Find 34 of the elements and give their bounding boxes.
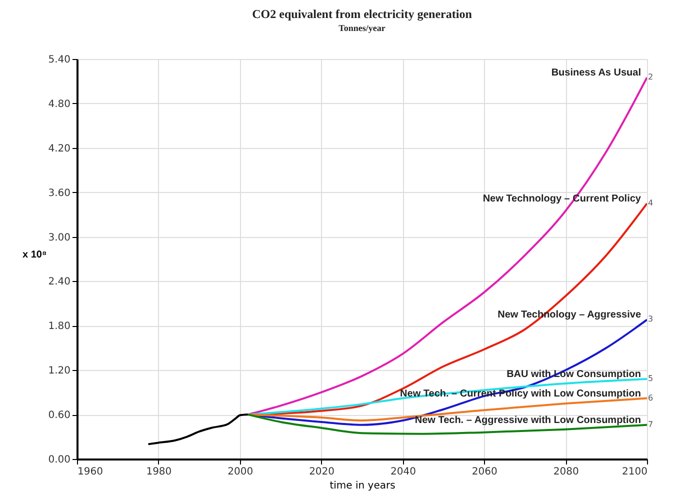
x-tick-label: 2060 — [472, 466, 498, 478]
text: 3 — [648, 314, 654, 324]
y-tick-label: 1.20 — [48, 366, 70, 377]
x-tick-label: 1960 — [78, 466, 103, 478]
x-axis-title: time in years — [330, 480, 396, 492]
series-label: Business As Usual — [551, 68, 642, 79]
y-tick-label: 5.40 — [48, 54, 70, 66]
y-tick-label: 4.80 — [48, 98, 70, 110]
x-tick-label: 2020 — [309, 466, 335, 478]
x-tick-label: 2100 — [622, 466, 648, 478]
text: 4 — [648, 198, 654, 208]
series-label: BAU with Low Consumption — [506, 369, 641, 380]
y-tick-label: 3.00 — [48, 232, 70, 244]
text: 2 — [648, 72, 654, 82]
line-series — [247, 76, 647, 416]
chart-title: CO2 equivalent from electricity generation — [252, 7, 472, 21]
x-tick-label: 1980 — [146, 466, 172, 478]
x-tick-label: 2080 — [553, 466, 579, 478]
y-axis-title: x 10⁸ — [22, 250, 47, 260]
text: 5 — [648, 374, 654, 383]
x-tick-label: 2000 — [228, 466, 254, 478]
series-label: New Tech. – Aggressive with Low Consumption — [414, 414, 641, 426]
text: 7 — [648, 420, 654, 429]
x-tick-label: 2040 — [390, 466, 416, 478]
y-tick-label: 4.20 — [48, 143, 70, 154]
text: 6 — [648, 393, 654, 402]
y-tick-label: 0.60 — [48, 410, 70, 422]
line-series — [147, 414, 249, 446]
chart-subtitle: Tonnes/year — [338, 23, 386, 33]
y-tick-label: 3.60 — [48, 188, 70, 199]
y-tick-label: 2.40 — [48, 276, 70, 288]
line-series — [247, 414, 647, 435]
y-tick-label: 0.00 — [48, 454, 70, 466]
y-tick-label: 1.80 — [48, 321, 70, 332]
